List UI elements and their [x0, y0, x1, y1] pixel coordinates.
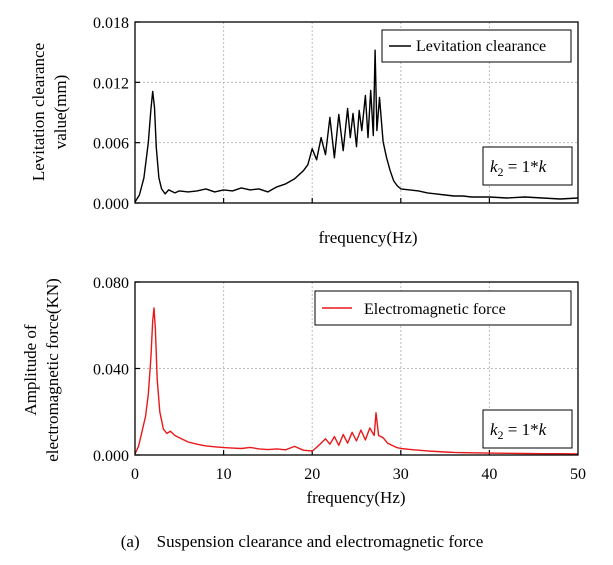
top-legend-label: Levitation clearance [416, 38, 546, 55]
bottom-x-axis-label: frequency(Hz) [306, 488, 405, 507]
top-chart-y-ticks: 0.000 0.006 0.012 0.018 [93, 15, 140, 213]
bottom-y-axis-label-line2: electromagnetic force(KN) [43, 278, 62, 462]
top-chart-frame [134, 21, 579, 204]
bottom-chart: 0.000 0.040 0.080 0 10 20 30 40 50 Electromagne… [21, 275, 586, 507]
top-y-axis-label-line2: value(mm) [51, 75, 70, 150]
bottom-chart-x-ticks: 0 10 20 30 40 50 [131, 450, 586, 483]
top-chart: 0.000 0.006 0.012 0.018 Levitation clearanc… [29, 15, 579, 247]
x-tick-label: 20 [304, 466, 320, 483]
top-annotation-text: k2 = 1*k [490, 157, 547, 179]
top-chart-annotation: k2 = 1*k [482, 146, 573, 186]
bottom-annotation-box [482, 409, 573, 449]
y-tick-label: 0.000 [93, 196, 129, 213]
top-y-axis-label-line1: Levitation clearance [29, 43, 48, 181]
bottom-y-axis-label-line1: Amplitude of [21, 324, 40, 415]
top-x-axis-label: frequency(Hz) [318, 228, 417, 247]
figure-caption: (a) Suspension clearance and electromagn… [121, 532, 484, 551]
bottom-chart-frame [134, 281, 579, 456]
top-legend-box [381, 29, 572, 63]
bottom-chart-legend: Electromagnetic force [314, 290, 572, 326]
electromagnetic-force-series-line [134, 307, 579, 455]
top-chart-legend: Levitation clearance [381, 29, 572, 63]
bottom-legend-box [314, 290, 572, 326]
top-chart-x-ticks [223, 198, 490, 203]
y-tick-label: 0.040 [93, 362, 129, 379]
y-tick-label: 0.080 [93, 275, 129, 292]
y-tick-label: 0.018 [93, 15, 129, 32]
levitation-clearance-series-line [134, 49, 579, 203]
x-tick-label: 40 [481, 466, 497, 483]
x-tick-label: 50 [570, 466, 586, 483]
bottom-annotation-text: k2 = 1*k [490, 420, 547, 442]
x-tick-label: 10 [216, 466, 232, 483]
x-tick-label: 0 [131, 466, 139, 483]
x-tick-label: 30 [393, 466, 409, 483]
bottom-chart-annotation: k2 = 1*k [482, 409, 573, 449]
bottom-legend-label: Electromagnetic force [364, 301, 506, 318]
y-tick-label: 0.006 [93, 136, 129, 153]
bottom-chart-y-ticks: 0.000 0.040 0.080 [93, 275, 140, 465]
y-tick-label: 0.012 [93, 75, 129, 92]
top-annotation-box [482, 146, 573, 186]
y-tick-label: 0.000 [93, 448, 129, 465]
